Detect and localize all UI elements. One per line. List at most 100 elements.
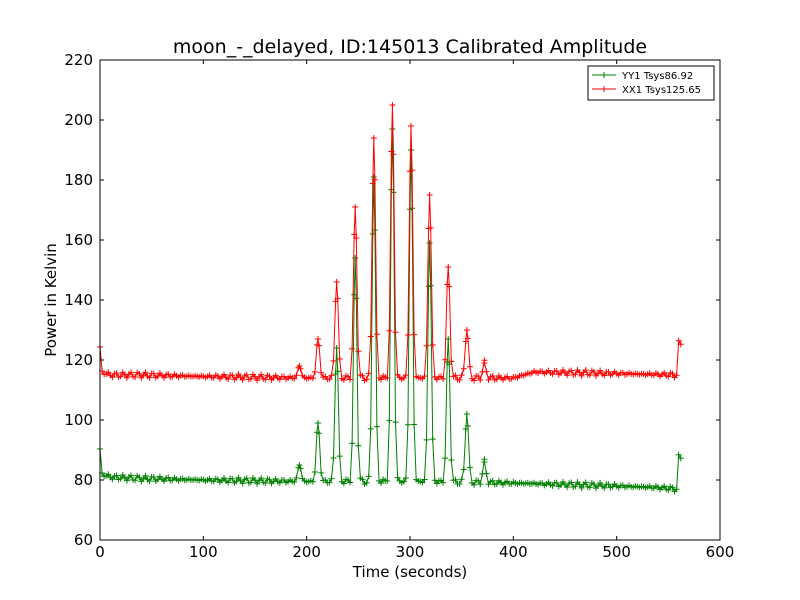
data-point — [355, 442, 362, 449]
series-0 — [97, 126, 684, 495]
data-point — [452, 476, 459, 483]
legend-label: XX1 Tsys125.65 — [622, 85, 701, 96]
x-axis-label: Time (seconds) — [352, 563, 468, 581]
x-tick-label: 400 — [499, 543, 528, 561]
data-point — [605, 368, 612, 375]
data-point — [661, 483, 668, 490]
y-tick-label: 140 — [64, 291, 93, 309]
x-tick-label: 600 — [706, 543, 735, 561]
data-point — [340, 377, 347, 384]
data-point — [367, 425, 374, 432]
data-point — [150, 474, 157, 481]
data-point — [351, 291, 358, 298]
data-point — [553, 368, 560, 375]
x-axis: 0 100 200 300 400 500 600 — [95, 60, 734, 561]
data-point — [675, 337, 682, 344]
data-point — [477, 376, 484, 383]
data-point — [489, 477, 496, 484]
legend: YY1 Tsys86.92 XX1 Tsys125.65 — [587, 65, 715, 101]
data-point — [262, 479, 269, 486]
data-point — [489, 373, 496, 380]
data-point — [411, 331, 418, 338]
data-point — [601, 484, 608, 491]
data-point — [334, 368, 341, 375]
data-point — [262, 376, 269, 383]
data-point — [347, 376, 354, 383]
data-point — [471, 481, 478, 488]
data-point — [456, 481, 463, 488]
data-point — [389, 102, 396, 108]
data-point — [429, 436, 436, 443]
data-point — [239, 376, 246, 383]
series-line — [99, 128, 682, 493]
data-point — [404, 421, 411, 428]
data-point — [117, 475, 124, 482]
data-point — [481, 459, 488, 465]
data-point — [352, 204, 359, 210]
data-point — [582, 367, 589, 374]
data-point — [330, 357, 337, 364]
data-point — [315, 336, 322, 342]
data-point — [150, 370, 157, 377]
data-point — [347, 479, 354, 486]
data-point — [475, 477, 482, 484]
data-point — [471, 377, 478, 384]
data-point — [384, 478, 391, 485]
data-point — [582, 479, 589, 486]
y-tick-label: 220 — [64, 51, 93, 69]
data-point — [370, 135, 377, 141]
data-point — [243, 371, 250, 378]
y-axis: 60 80 100 120 140 160 180 200 220 — [64, 51, 720, 549]
data-point — [427, 224, 434, 231]
data-point — [363, 376, 370, 383]
data-point — [297, 365, 304, 372]
data-point — [378, 480, 385, 487]
data-point — [421, 373, 428, 380]
data-point — [408, 147, 415, 153]
data-point — [109, 476, 116, 483]
data-point — [673, 486, 680, 493]
legend-marker — [601, 72, 607, 78]
data-point — [448, 456, 455, 463]
data-point — [553, 479, 560, 486]
data-point — [142, 369, 149, 376]
data-point — [254, 377, 261, 384]
data-point — [316, 342, 323, 349]
data-point — [225, 376, 232, 383]
data-point — [568, 479, 575, 486]
data-point — [601, 372, 608, 379]
data-point — [293, 372, 300, 379]
data-point — [605, 481, 612, 488]
data-point — [293, 474, 300, 481]
data-point — [266, 373, 273, 380]
data-point — [128, 472, 134, 479]
data-point — [448, 358, 455, 365]
data-point — [485, 376, 492, 383]
data-point — [349, 345, 356, 352]
data-point — [402, 475, 409, 482]
data-point — [239, 480, 246, 487]
data-point — [365, 370, 372, 377]
data-point — [296, 462, 303, 468]
data-point — [334, 295, 341, 302]
data-point — [404, 332, 411, 339]
data-point — [221, 475, 227, 482]
data-point — [349, 440, 356, 447]
data-point — [363, 479, 370, 486]
data-point — [146, 478, 153, 485]
data-point — [309, 478, 316, 485]
data-point — [419, 479, 426, 486]
data-point — [665, 373, 672, 380]
data-point — [258, 475, 265, 482]
data-point — [445, 264, 452, 270]
y-tick-label: 60 — [74, 531, 93, 549]
data-point — [549, 371, 556, 378]
data-point — [446, 283, 453, 290]
data-point — [378, 376, 385, 383]
data-point — [392, 419, 399, 426]
data-point — [109, 374, 116, 381]
data-point — [586, 372, 593, 379]
data-point — [458, 476, 465, 483]
data-point — [400, 478, 407, 485]
